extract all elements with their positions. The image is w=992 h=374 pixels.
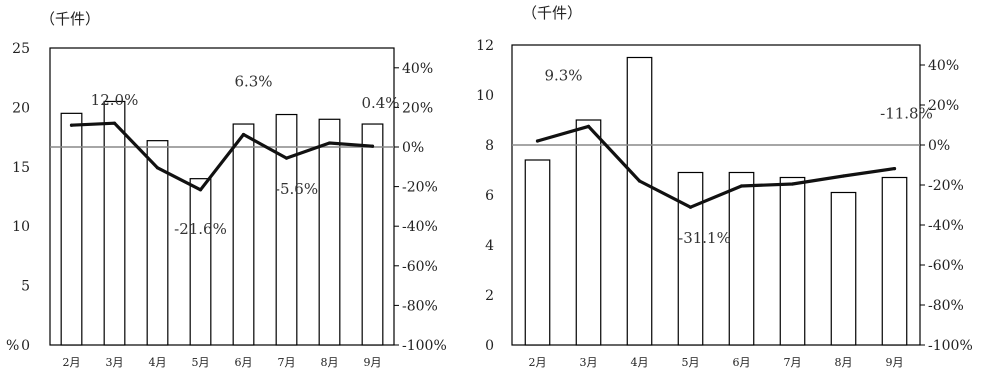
right-chart-category-label: 7月	[784, 356, 802, 369]
left-chart-bar	[103, 100, 126, 346]
left-chart-line-series	[69, 121, 375, 192]
right-chart-data-label: -11.8%	[880, 105, 933, 123]
left-chart-bar	[189, 178, 212, 346]
right-chart-right-tick-label: -100%	[928, 338, 973, 354]
right-chart-right-tick-label: -20%	[928, 178, 964, 194]
chart-left: （千件） % 0 5 10 15 20 25 -100% -80% -60% -40% -20% 0%…	[6, 10, 447, 369]
left-chart-category-label: 9月	[364, 356, 382, 369]
left-chart-line-point	[284, 156, 289, 160]
left-chart-right-tick-label: -60%	[402, 259, 438, 275]
chart-right: （千件） 0 2 4 6 8 10 12 -100% -80% -60% -40% -20% 0% 20%…	[476, 4, 973, 369]
left-chart-category-label: 5月	[192, 356, 210, 369]
right-chart-left-tick-label: 10	[476, 88, 494, 104]
left-chart-line-point	[69, 123, 74, 127]
left-chart-category-label: 7月	[278, 356, 296, 369]
left-chart-left-tick-label: 15	[12, 160, 30, 176]
right-chart-bar	[830, 191, 857, 346]
left-chart-corner-glyph: %	[6, 338, 19, 354]
left-chart-left-tick-label: 5	[21, 279, 30, 295]
right-chart-bar	[677, 171, 704, 346]
left-chart-right-tick-label: 20%	[402, 100, 433, 116]
right-chart-category-label: 2月	[529, 356, 547, 369]
left-chart-right-tick-label: -40%	[402, 219, 438, 235]
right-chart-right-tick-label: -40%	[928, 218, 964, 234]
left-chart-bar	[146, 140, 169, 346]
right-chart-bar	[626, 56, 653, 346]
right-chart-line-point	[841, 174, 846, 178]
left-chart-left-tick-label: 10	[12, 219, 30, 235]
left-chart-category-label: 2月	[63, 356, 81, 369]
left-chart-line-point	[327, 141, 332, 145]
left-chart-line-point	[155, 166, 160, 170]
left-chart-right-tick-label: -80%	[402, 298, 438, 314]
left-chart-line-point	[370, 144, 375, 148]
left-chart-line-point	[112, 121, 117, 125]
right-chart-plot-frame	[511, 44, 921, 346]
right-chart-left-tick-label: 6	[485, 188, 494, 204]
right-chart-bar	[881, 176, 908, 346]
right-chart-bar	[779, 176, 806, 346]
right-chart-data-label: -31.1%	[678, 229, 731, 247]
right-chart-line-point	[586, 124, 591, 128]
right-chart-left-tick-label: 12	[476, 38, 494, 54]
left-chart-data-label: -21.6%	[174, 220, 227, 238]
left-chart-category-label: 6月	[235, 356, 253, 369]
right-chart-category-label: 3月	[580, 356, 598, 369]
left-chart-bar	[232, 123, 255, 346]
left-chart-data-label: 0.4%	[361, 94, 399, 112]
right-chart-right-tick-label: 40%	[928, 58, 959, 74]
right-chart-line-point	[790, 182, 795, 186]
right-chart-left-tick-label: 0	[485, 338, 494, 354]
left-chart-category-label: 4月	[149, 356, 167, 369]
left-chart-bar	[318, 118, 341, 346]
left-chart-line-point	[198, 188, 203, 192]
left-chart-unit-label: （千件）	[40, 10, 100, 28]
left-chart-category-label: 8月	[321, 356, 339, 369]
right-chart-category-label: 8月	[835, 356, 853, 369]
right-chart-category-label: 9月	[886, 356, 904, 369]
left-chart-left-tick-label: 20	[12, 100, 30, 116]
right-chart-left-tick-label: 4	[485, 238, 494, 254]
right-chart-data-label: 9.3%	[544, 66, 582, 84]
right-chart-line-point	[739, 184, 744, 188]
right-chart-right-tick-label: 0%	[928, 138, 950, 154]
left-chart-left-tick-label: 25	[12, 41, 30, 57]
left-chart-right-tick-label: -20%	[402, 180, 438, 196]
left-chart-plot-frame	[49, 47, 395, 346]
left-chart-left-tick-label: 0	[21, 338, 30, 354]
right-chart-bar	[524, 159, 551, 346]
right-chart-right-tick-label: -80%	[928, 298, 964, 314]
left-chart-data-label: 6.3%	[234, 73, 272, 91]
left-chart-bar	[275, 113, 298, 346]
right-chart-line-point	[892, 167, 897, 171]
right-chart-category-label: 4月	[631, 356, 649, 369]
left-chart-bar	[60, 112, 83, 346]
right-chart-bar	[575, 119, 602, 346]
right-chart-line-point	[535, 139, 540, 143]
right-chart-line-point	[688, 205, 693, 209]
right-chart-right-tick-label: 20%	[928, 98, 959, 114]
left-chart-right-tick-label: -100%	[402, 338, 447, 354]
right-chart-left-tick-label: 8	[485, 138, 494, 154]
right-chart-unit-label: （千件）	[522, 4, 582, 22]
right-chart-line-series	[535, 124, 897, 209]
left-chart-data-label: 12.0%	[91, 91, 139, 109]
left-chart-right-tick-label: 40%	[402, 61, 433, 77]
left-chart-bar	[361, 123, 384, 346]
right-chart-line-point	[637, 179, 642, 183]
left-chart-data-label: -5.6%	[275, 180, 318, 198]
left-chart-category-label: 3月	[106, 356, 124, 369]
left-chart-right-tick-label: 0%	[402, 140, 424, 156]
right-chart-bar	[728, 171, 755, 346]
right-chart-category-label: 5月	[682, 356, 700, 369]
right-chart-category-label: 6月	[733, 356, 751, 369]
right-chart-right-tick-label: -60%	[928, 258, 964, 274]
right-chart-left-tick-label: 2	[485, 288, 494, 304]
left-chart-line-point	[241, 132, 246, 137]
